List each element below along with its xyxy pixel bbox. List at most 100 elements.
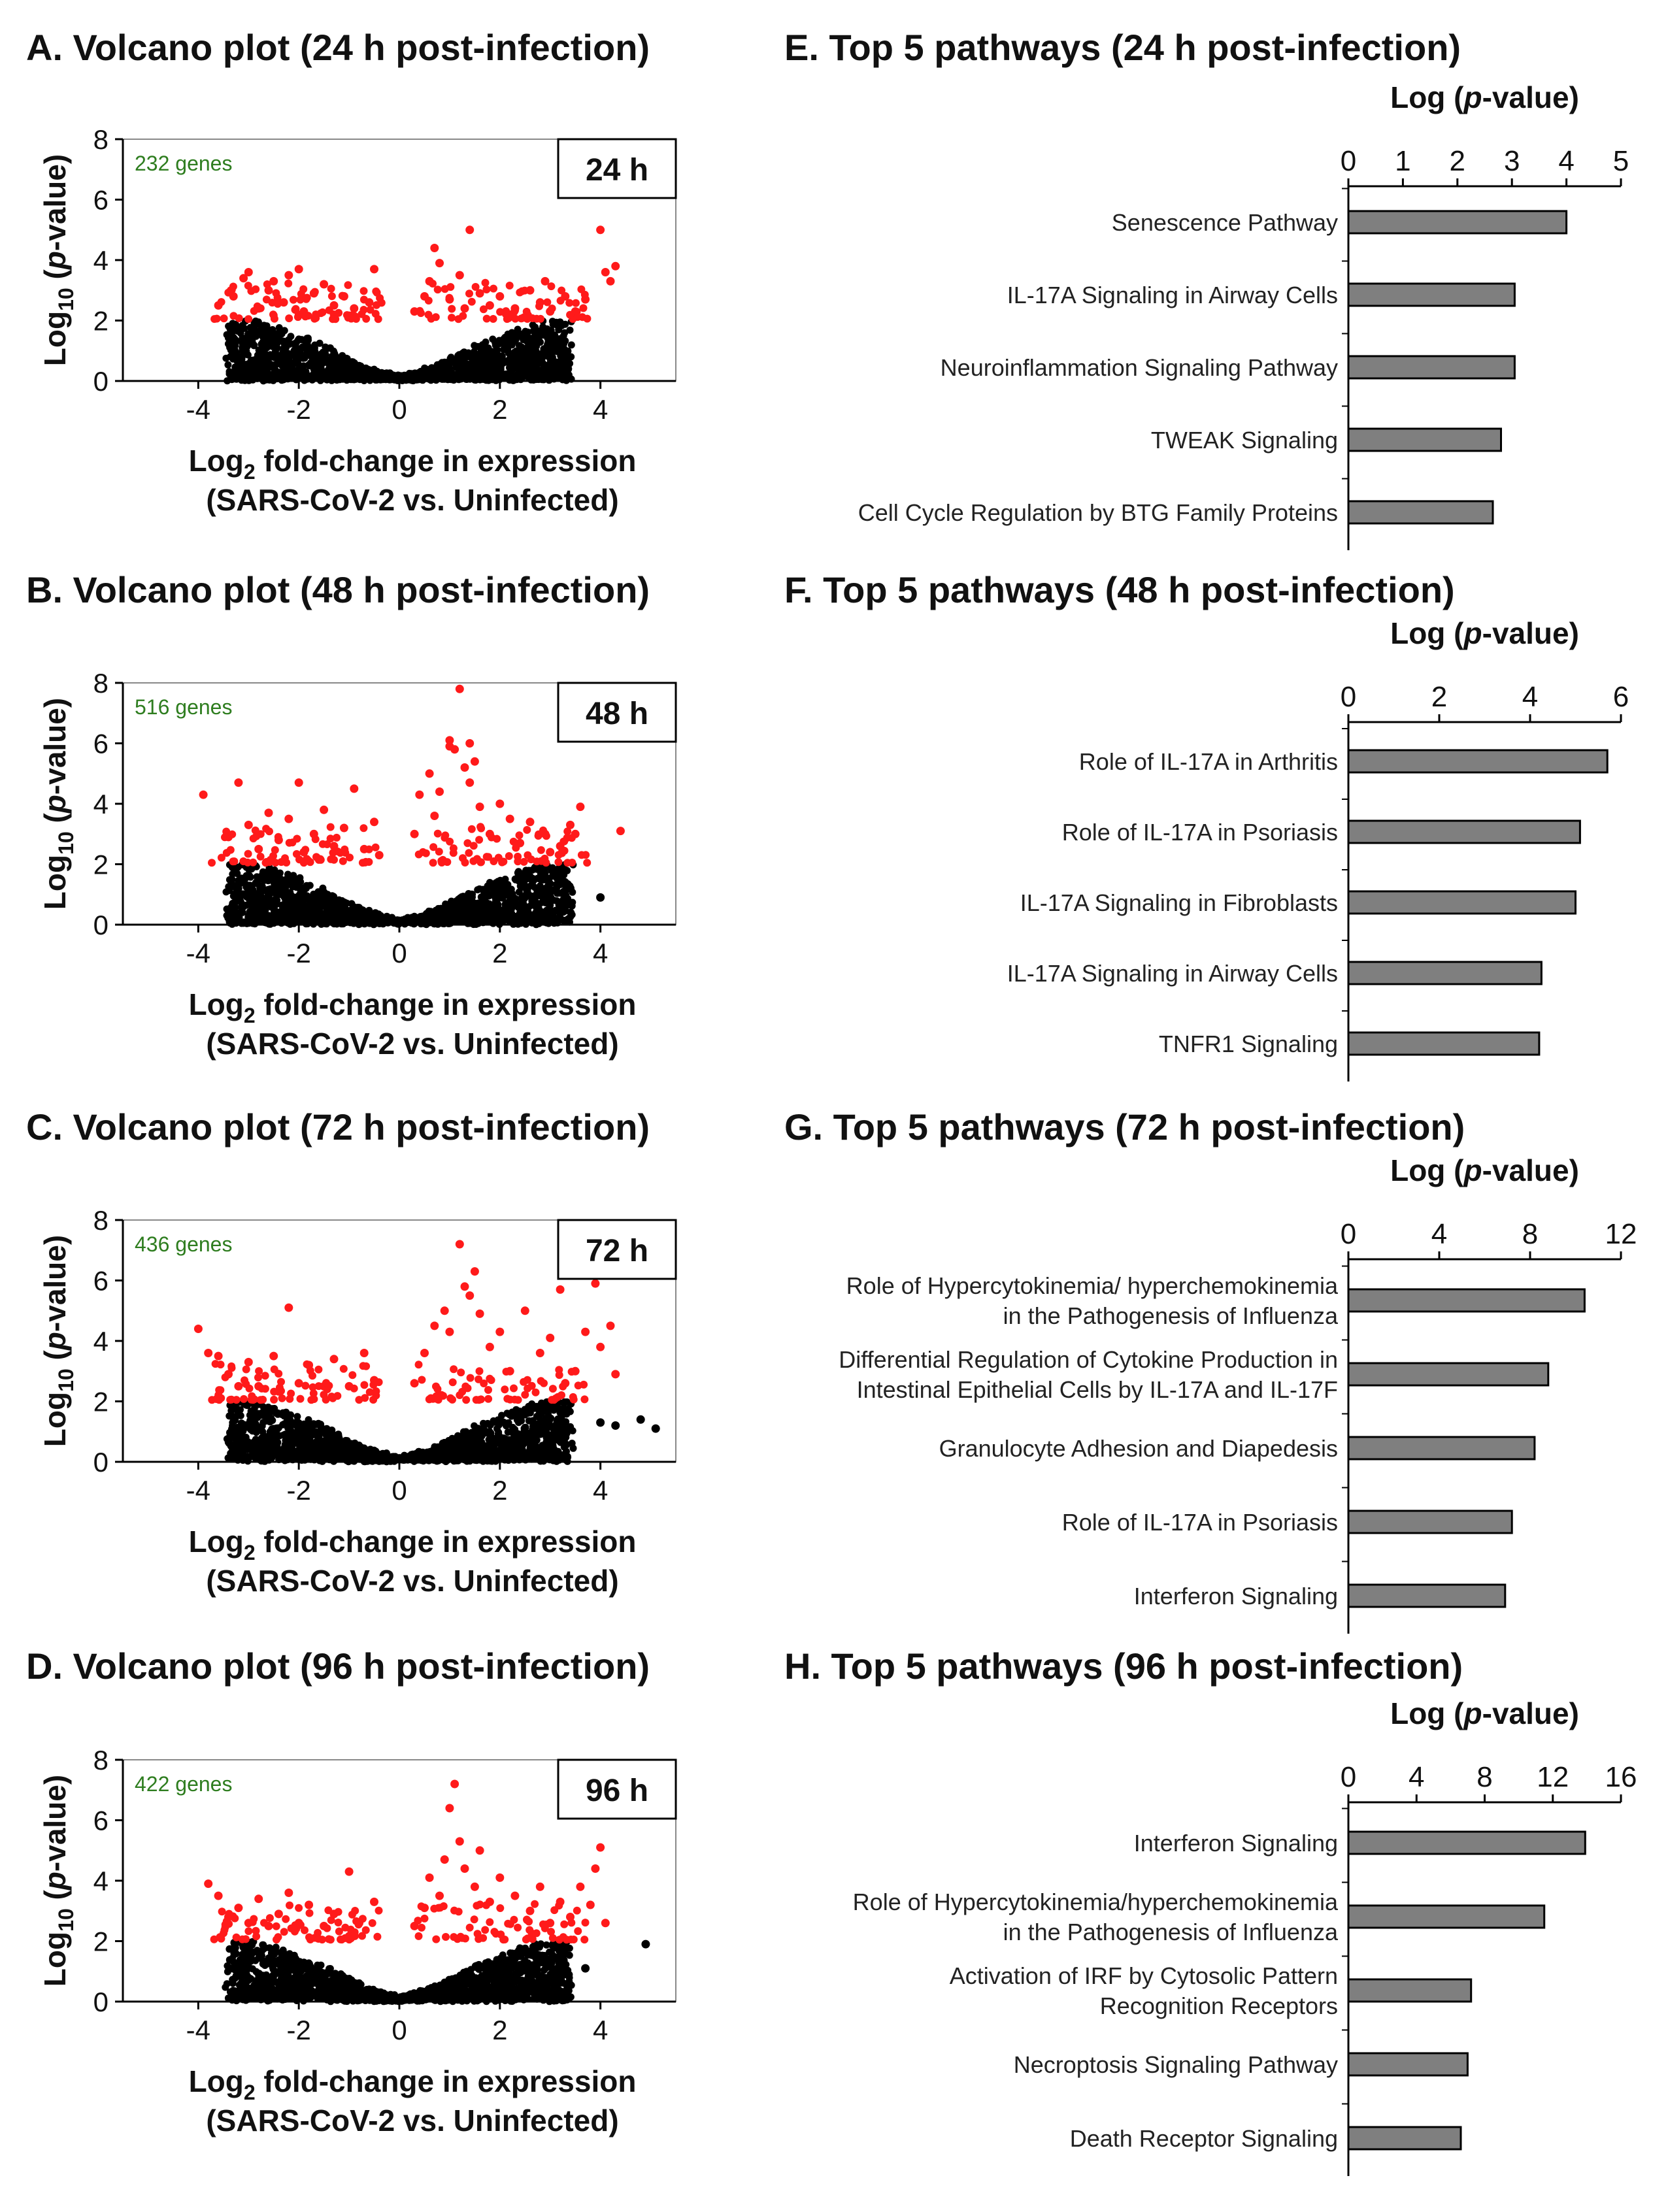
- data-point: [284, 814, 293, 823]
- y-tick-label: 4: [93, 789, 108, 819]
- data-point: [641, 1940, 650, 1949]
- data-point: [611, 261, 620, 271]
- data-point: [370, 1897, 378, 1906]
- y-tick-label: 4: [93, 1866, 108, 1896]
- x-tick-label: 4: [593, 1475, 608, 1506]
- x-tick-label: 1: [1395, 145, 1410, 177]
- x-tick-label: 4: [1558, 145, 1574, 177]
- bar: [1347, 282, 1516, 307]
- data-point: [495, 292, 505, 301]
- category-label: Granulocyte Adhesion and Diapedesis: [939, 1435, 1338, 1462]
- category-label: TNFR1 Signaling: [1159, 1031, 1338, 1057]
- x-tick-label: 0: [392, 1475, 407, 1506]
- y-tick-label: 2: [93, 306, 108, 337]
- data-point: [465, 778, 475, 787]
- category-label: in the Pathogenesis of Influenza: [1003, 1302, 1339, 1329]
- data-point: [274, 1909, 283, 1919]
- x-tick-label: 4: [593, 394, 608, 425]
- data-point: [606, 276, 615, 286]
- x-tick-label: -2: [287, 938, 311, 968]
- data-point: [505, 814, 514, 823]
- data-point: [485, 301, 494, 310]
- y-tick-label: 6: [93, 729, 108, 759]
- x-tick-label: 5: [1613, 145, 1629, 177]
- time-label: 24 h: [586, 153, 648, 188]
- data-point: [475, 289, 484, 298]
- category-label: Role of Hypercytokinemia/ hyperchemokine…: [846, 1272, 1339, 1299]
- x-axis-subtitle: (SARS-CoV-2 vs. Uninfected): [206, 2104, 618, 2138]
- data-point: [510, 1891, 520, 1900]
- data-point: [435, 259, 444, 268]
- x-tick-label: 8: [1476, 1761, 1492, 1793]
- panel-title-a: A. Volcano plot (24 h post-infection): [26, 27, 650, 68]
- x-tick-label: 6: [1613, 681, 1629, 713]
- category-label: IL-17A Signaling in Airway Cells: [1007, 282, 1338, 308]
- y-tick-label: 2: [93, 1387, 108, 1417]
- significant-points: [193, 1240, 660, 1433]
- data-point: [546, 893, 555, 902]
- data-point: [520, 1306, 529, 1315]
- data-point: [611, 1421, 620, 1430]
- y-tick-label: 6: [93, 1266, 108, 1296]
- data-point: [455, 1240, 464, 1249]
- x-tick-label: -4: [186, 938, 210, 968]
- x-axis-title: Log (p-value): [1390, 1696, 1579, 1730]
- bar: [1347, 210, 1568, 235]
- data-point: [339, 823, 348, 833]
- volcano-plot-a: 0 2 4 6 8 -4 -2 0 2 4 232 genes 24 h Log10 (p-value)…: [38, 124, 677, 517]
- data-point: [440, 1306, 449, 1315]
- data-point: [606, 1321, 615, 1330]
- data-point: [350, 784, 359, 793]
- bar: [1347, 1288, 1586, 1313]
- x-axis-title: Log (p-value): [1390, 80, 1579, 114]
- x-axis-title: Log2 fold-change in expression: [189, 1525, 637, 1564]
- bar: [1347, 819, 1581, 844]
- data-point: [566, 820, 575, 829]
- x-tick-label: 0: [1341, 1218, 1356, 1250]
- category-label: IL-17A Signaling in Fibroblasts: [1020, 889, 1338, 916]
- data-point: [460, 763, 469, 772]
- x-tick-label: -4: [186, 1475, 210, 1506]
- x-axis-title: Log (p-value): [1390, 616, 1579, 650]
- data-point: [591, 1279, 600, 1288]
- bar: [1347, 890, 1576, 915]
- x-tick-label: 0: [1341, 681, 1356, 713]
- data-point: [465, 739, 475, 748]
- time-label-box: [557, 682, 677, 743]
- data-point: [279, 298, 288, 307]
- nonsignificant-points: [222, 861, 577, 929]
- y-axis-title: Log10 (p-value): [38, 1775, 78, 1987]
- data-point: [234, 1381, 243, 1391]
- nonsignificant-points: [222, 317, 575, 385]
- data-point: [435, 787, 444, 796]
- y-tick-label: 6: [93, 185, 108, 216]
- y-tick-label: 0: [93, 1447, 108, 1477]
- data-point: [350, 304, 359, 313]
- bar: [1347, 1583, 1507, 1608]
- y-tick-label: 0: [93, 366, 108, 397]
- x-tick-label: 0: [1341, 1761, 1356, 1793]
- data-point: [370, 265, 378, 274]
- gene-count-label: 436 genes: [135, 1232, 232, 1256]
- data-point: [450, 1779, 459, 1789]
- data-point: [305, 1900, 314, 1909]
- y-tick-label: 6: [93, 1806, 108, 1836]
- data-point: [320, 280, 329, 289]
- data-point: [425, 769, 434, 778]
- bar: [1347, 1436, 1536, 1461]
- data-point: [329, 1355, 339, 1364]
- data-point: [320, 805, 329, 814]
- category-label: Death Receptor Signaling: [1070, 2125, 1338, 2152]
- time-label-box: [557, 1219, 677, 1280]
- x-tick-label: 8: [1522, 1218, 1538, 1250]
- data-point: [495, 1873, 505, 1882]
- category-label: IL-17A Signaling in Airway Cells: [1007, 960, 1338, 987]
- category-label: Recognition Receptors: [1100, 1992, 1338, 2019]
- bar: [1347, 500, 1494, 525]
- category-label: Intestinal Epithelial Cells by IL-17A an…: [857, 1376, 1338, 1403]
- data-point: [556, 1285, 565, 1294]
- x-tick-label: 2: [1431, 681, 1447, 713]
- data-point: [359, 1349, 369, 1357]
- bar: [1347, 1978, 1473, 2003]
- pathway-chart-f: Log (p-value) 0 2 4 6 Role of IL-17A in Arthr…: [1007, 616, 1629, 1081]
